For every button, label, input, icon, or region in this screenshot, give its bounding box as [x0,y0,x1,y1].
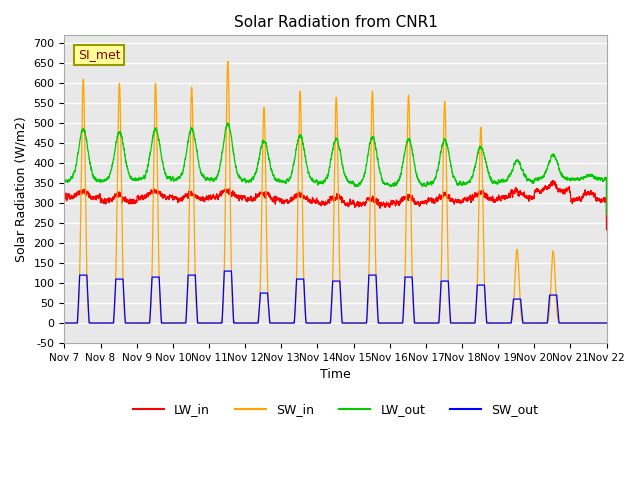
SW_in [61,320,68,326]
LW_in [573,196,581,202]
SW_out [457,320,465,326]
SW_out [61,320,68,326]
SW_out [603,320,611,326]
SW_out [245,320,253,326]
Line: LW_in: LW_in [65,180,607,230]
SW_in [472,309,480,315]
LW_in [603,227,611,233]
LW_out [603,212,611,217]
SW_in [457,320,465,326]
SW_in [603,320,611,326]
Line: SW_out: SW_out [65,271,607,323]
SW_out [573,320,581,326]
SW_in [224,59,232,64]
LW_out [223,120,231,126]
Line: LW_out: LW_out [65,123,607,215]
LW_in [244,196,252,202]
SW_in [580,320,588,326]
SW_out [317,320,325,326]
LW_in [549,178,557,183]
Legend: LW_in, SW_in, LW_out, SW_out: LW_in, SW_in, LW_out, SW_out [127,398,543,421]
LW_in [580,192,588,198]
LW_out [245,179,253,185]
SW_out [220,268,228,274]
SW_out [580,320,588,326]
SW_in [245,320,253,326]
LW_out [457,180,465,186]
SW_in [566,320,574,326]
Text: SI_met: SI_met [78,48,120,61]
LW_out [573,177,581,182]
LW_out [317,180,325,185]
LW_in [472,193,480,199]
SW_out [472,302,480,308]
X-axis label: Time: Time [320,368,351,381]
LW_in [61,195,68,201]
Y-axis label: Solar Radiation (W/m2): Solar Radiation (W/m2) [15,116,28,262]
LW_in [317,202,325,208]
LW_out [61,179,68,185]
SW_in [573,320,581,326]
LW_out [580,175,588,180]
LW_in [457,200,465,206]
Title: Solar Radiation from CNR1: Solar Radiation from CNR1 [234,15,438,30]
LW_out [472,160,480,166]
Line: SW_in: SW_in [65,61,607,323]
SW_in [317,320,325,326]
